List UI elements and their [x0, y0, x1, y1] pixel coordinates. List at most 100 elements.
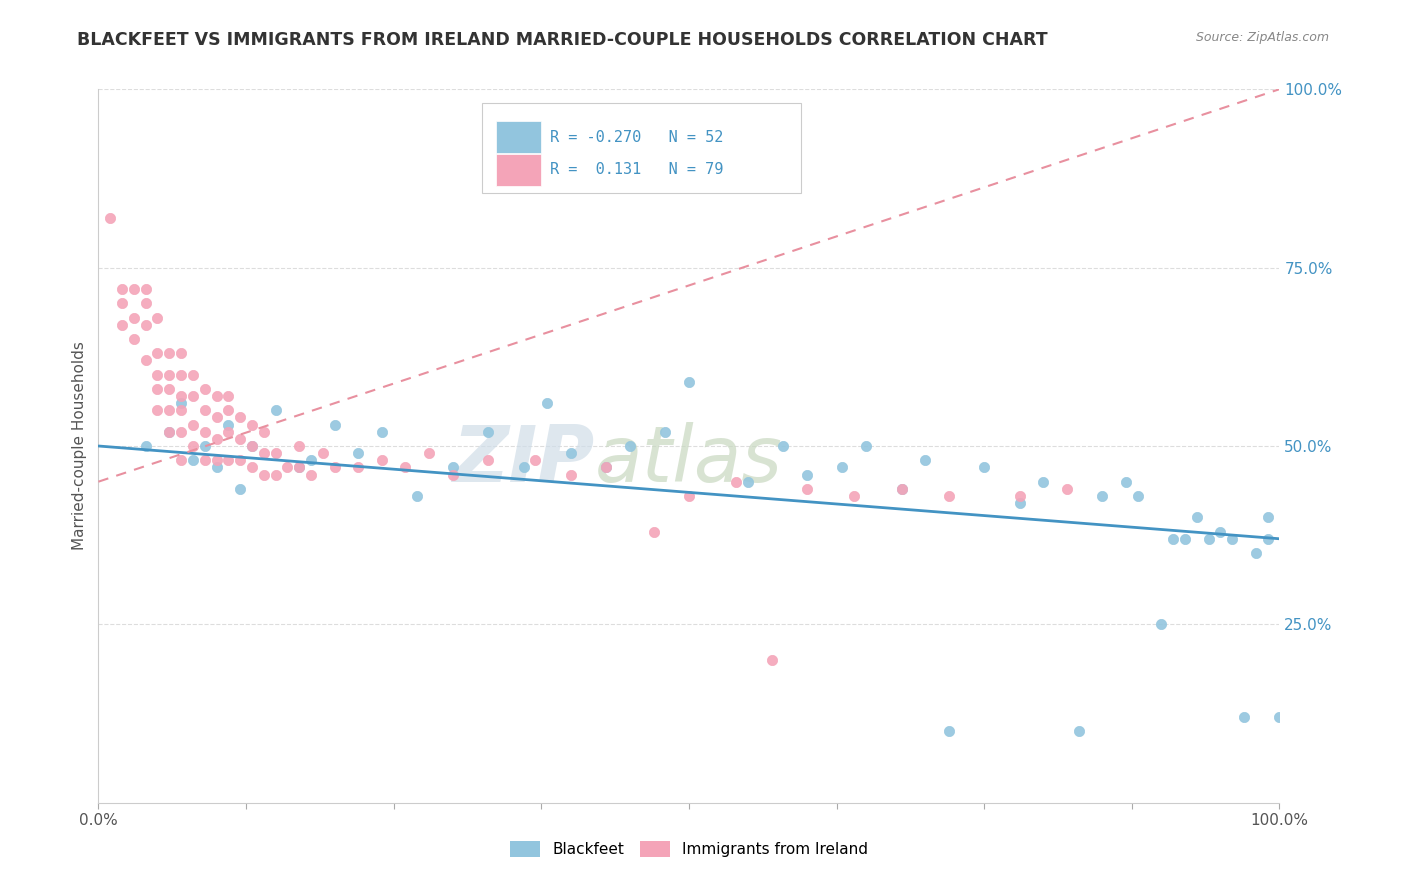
Point [1126, 489, 1149, 503]
Point [253, 425, 276, 439]
Point [560, 467, 582, 482]
Point [194, 403, 217, 417]
Point [1257, 532, 1279, 546]
Point [240, 439, 263, 453]
Text: R =  0.131   N = 79: R = 0.131 N = 79 [550, 162, 723, 178]
Point [1220, 532, 1243, 546]
Point [217, 453, 239, 467]
Point [170, 425, 193, 439]
Point [276, 460, 298, 475]
Point [1067, 724, 1090, 739]
Point [299, 453, 322, 467]
Point [253, 467, 276, 482]
Point [890, 482, 912, 496]
Point [938, 724, 960, 739]
Point [240, 417, 263, 432]
Point [890, 482, 912, 496]
Point [323, 460, 346, 475]
Point [536, 396, 558, 410]
Point [288, 439, 311, 453]
Point [678, 489, 700, 503]
Point [170, 368, 193, 382]
Point [406, 489, 429, 503]
Point [170, 346, 193, 360]
Point [560, 446, 582, 460]
Legend: Blackfeet, Immigrants from Ireland: Blackfeet, Immigrants from Ireland [503, 835, 875, 863]
Point [217, 403, 239, 417]
Point [643, 524, 665, 539]
Point [1008, 489, 1031, 503]
Point [1150, 617, 1173, 632]
Text: R = -0.270   N = 52: R = -0.270 N = 52 [550, 129, 723, 145]
Point [135, 296, 157, 310]
Point [111, 318, 134, 332]
Point [157, 403, 180, 417]
Point [135, 318, 157, 332]
Point [240, 460, 263, 475]
Point [761, 653, 783, 667]
Point [240, 439, 263, 453]
Point [157, 346, 180, 360]
Point [1198, 532, 1220, 546]
Point [1185, 510, 1208, 524]
Point [170, 453, 193, 467]
Point [619, 439, 641, 453]
Point [477, 425, 499, 439]
Point [678, 375, 700, 389]
Point [229, 482, 252, 496]
Point [1268, 710, 1291, 724]
Point [157, 425, 180, 439]
Point [394, 460, 416, 475]
Point [371, 425, 394, 439]
Point [512, 460, 534, 475]
Point [288, 460, 311, 475]
Point [347, 460, 370, 475]
Point [229, 453, 252, 467]
FancyBboxPatch shape [496, 154, 541, 186]
Point [844, 489, 866, 503]
Point [264, 403, 287, 417]
Point [205, 389, 228, 403]
Point [312, 446, 335, 460]
Point [217, 389, 239, 403]
Point [146, 368, 169, 382]
Point [253, 446, 276, 460]
Point [772, 439, 794, 453]
Point [595, 460, 617, 475]
Point [146, 346, 169, 360]
Point [831, 460, 853, 475]
Point [170, 389, 193, 403]
Point [1244, 546, 1267, 560]
Point [146, 403, 169, 417]
Point [973, 460, 995, 475]
Point [737, 475, 759, 489]
Point [135, 282, 157, 296]
Point [725, 475, 748, 489]
Point [146, 310, 169, 325]
Text: ZIP: ZIP [453, 422, 595, 499]
Point [914, 453, 936, 467]
Point [1233, 710, 1256, 724]
Point [181, 439, 204, 453]
Point [181, 453, 204, 467]
Point [347, 446, 370, 460]
Point [524, 453, 547, 467]
Text: BLACKFEET VS IMMIGRANTS FROM IRELAND MARRIED-COUPLE HOUSEHOLDS CORRELATION CHART: BLACKFEET VS IMMIGRANTS FROM IRELAND MAR… [77, 31, 1047, 49]
Point [1056, 482, 1078, 496]
Text: Source: ZipAtlas.com: Source: ZipAtlas.com [1195, 31, 1329, 45]
Point [1032, 475, 1054, 489]
Point [205, 453, 228, 467]
Point [205, 460, 228, 475]
Point [855, 439, 877, 453]
Point [194, 439, 217, 453]
Point [1091, 489, 1114, 503]
Point [1161, 532, 1184, 546]
Point [205, 432, 228, 446]
Point [654, 425, 676, 439]
Point [1257, 510, 1279, 524]
Text: atlas: atlas [595, 422, 782, 499]
Point [264, 446, 287, 460]
Point [170, 396, 193, 410]
Point [217, 425, 239, 439]
Point [441, 467, 464, 482]
